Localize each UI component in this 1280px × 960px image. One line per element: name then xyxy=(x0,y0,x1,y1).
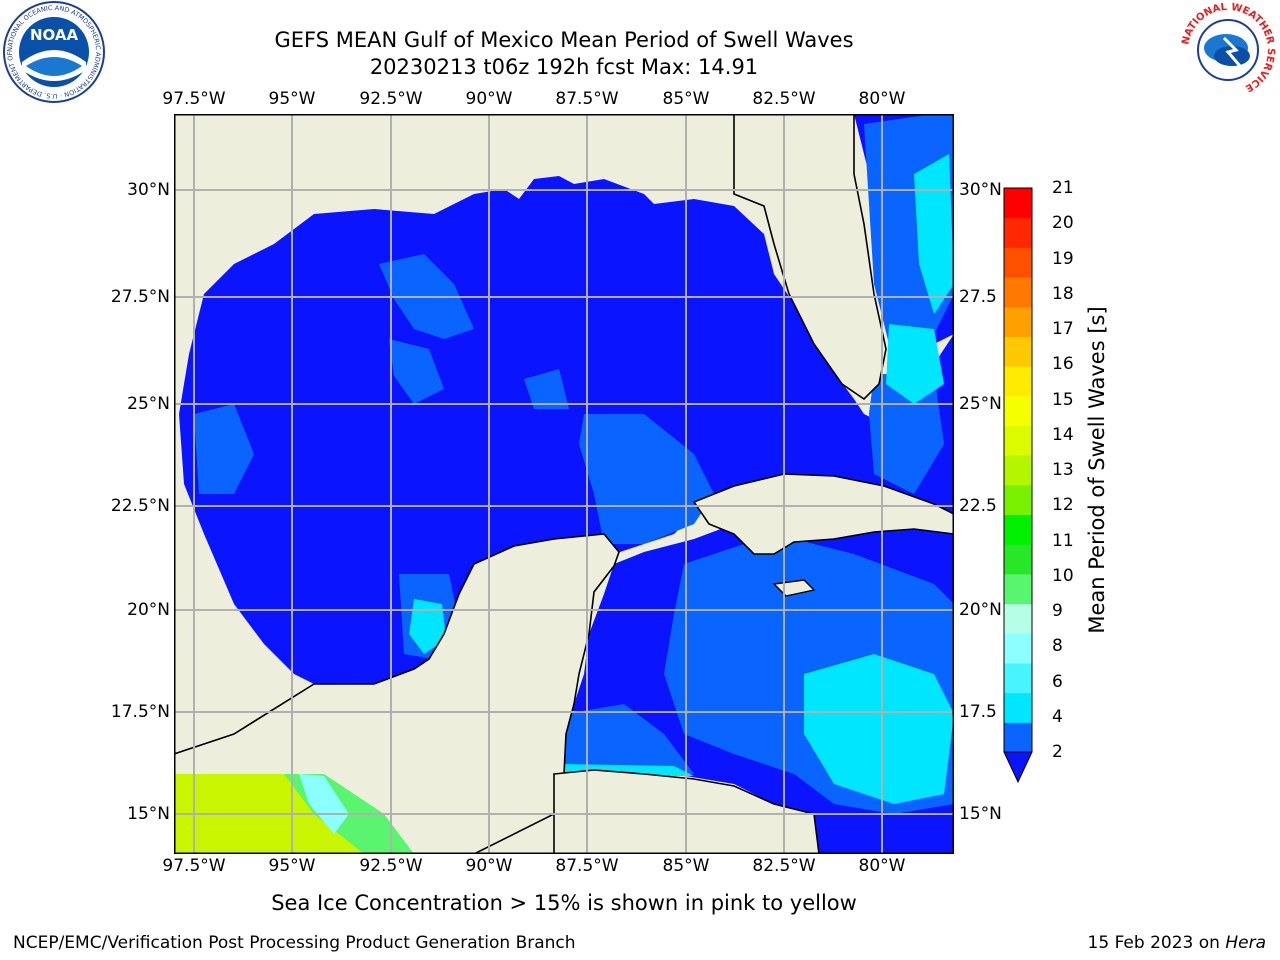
colorbar-segment xyxy=(1004,306,1032,337)
date-text: 15 Feb 2023 on Hera xyxy=(1088,933,1266,953)
colorbar-label: Mean Period of Swell Waves [s] xyxy=(1085,306,1109,634)
colorbar-segment xyxy=(1004,633,1032,664)
noaa-logo: NATIONAL OCEANIC AND ATMOSPHERIC ADMINIS… xyxy=(2,0,105,103)
map-gridlines xyxy=(174,114,954,854)
lon-tick-top: 97.5°W xyxy=(162,89,226,109)
noaa-logo-text: NOAA xyxy=(30,26,79,44)
title-line-1: GEFS MEAN Gulf of Mexico Mean Period of … xyxy=(274,28,854,52)
colorbar-tick-label: 21 xyxy=(1052,178,1074,198)
swell-patch xyxy=(579,414,714,544)
colorbar-segment xyxy=(1004,336,1032,367)
lon-tick-top: 85°W xyxy=(662,89,710,109)
colorbar-segment xyxy=(1004,366,1032,397)
gulf-water xyxy=(179,176,954,684)
swell-patch-cyan xyxy=(914,154,954,314)
colorbar-segment xyxy=(1004,514,1032,545)
colorbar-segment xyxy=(1004,722,1032,753)
colorbar-segment xyxy=(1004,425,1032,456)
swell-patch xyxy=(524,369,569,409)
colorbar-tick-label: 2 xyxy=(1052,742,1063,762)
lon-tick-top: 82.5°W xyxy=(752,89,816,109)
swell-patch-cyan xyxy=(409,599,446,654)
lat-tick-right: 30°N xyxy=(959,180,1002,200)
cuba-land xyxy=(692,473,954,555)
lat-tick-right: 25°N xyxy=(959,394,1002,414)
colorbar-frame xyxy=(1003,187,1033,753)
lon-tick-bottom: 97.5°W xyxy=(162,856,226,876)
colorbar-tick-label: 17 xyxy=(1052,319,1074,339)
colorbar-segment xyxy=(1004,188,1032,219)
swell-patch xyxy=(194,404,254,494)
credit-text: NCEP/EMC/Verification Post Processing Pr… xyxy=(13,933,576,953)
colorbar-tick-label: 19 xyxy=(1052,248,1074,269)
colorbar-segment xyxy=(1004,603,1032,634)
lat-tick-right: 22.5 xyxy=(959,496,997,516)
sea-ice-note: Sea Ice Concentration > 15% is shown in … xyxy=(271,891,857,915)
colorbar-tick-label: 18 xyxy=(1052,283,1074,304)
lon-tick-top: 92.5°W xyxy=(359,89,423,109)
lat-tick-left: 30°N xyxy=(127,180,170,200)
lat-tick-left: 27.5°N xyxy=(110,287,170,307)
colorbar-tick-label: 4 xyxy=(1052,706,1063,727)
colorbar-segment xyxy=(1004,573,1032,605)
colorbar-tick-label: 10 xyxy=(1052,565,1074,586)
lat-tick-left: 15°N xyxy=(127,804,170,824)
swell-patch-cyan xyxy=(886,324,944,404)
colorbar-tick-label: 6 xyxy=(1052,671,1063,692)
lon-tick-bottom: 82.5°W xyxy=(752,856,816,876)
colorbar-tick-label: 8 xyxy=(1052,636,1063,657)
colorbar-extend-arrow xyxy=(1003,751,1033,784)
colorbar-tick-label: 16 xyxy=(1052,354,1074,375)
colorbar-segment xyxy=(1004,217,1032,248)
lon-tick-bottom: 85°W xyxy=(662,856,710,876)
swell-patch xyxy=(564,704,694,774)
map-panel xyxy=(174,114,954,854)
lon-tick-bottom: 80°W xyxy=(858,856,906,876)
colorbar-segment xyxy=(1004,692,1032,723)
colorbar-tick-label: 13 xyxy=(1052,460,1074,480)
machine-name: Hera xyxy=(1225,933,1266,953)
lon-tick-top: 95°W xyxy=(268,89,316,109)
title-line-2: 20230213 t06z 192h fcst Max: 14.91 xyxy=(369,55,759,79)
lat-tick-right: 15°N xyxy=(959,804,1002,824)
lat-tick-right: 20°N xyxy=(959,600,1002,620)
sea-ice-cyan xyxy=(299,774,349,834)
colorbar-tick-label: 9 xyxy=(1052,601,1063,621)
colorbar-segment xyxy=(1004,277,1032,308)
colorbar-tick-label: 14 xyxy=(1052,424,1074,445)
colorbar-tick-label: 12 xyxy=(1052,495,1074,516)
lon-tick-bottom: 95°W xyxy=(268,856,316,876)
florida-land xyxy=(733,114,887,401)
lon-tick-top: 87.5°W xyxy=(555,89,619,109)
lat-tick-left: 25°N xyxy=(127,394,170,414)
colorbar-segment xyxy=(1004,544,1032,575)
colorbar-tick-label: 11 xyxy=(1052,530,1074,551)
colorbar-segment xyxy=(1004,247,1032,278)
colorbar-segment xyxy=(1004,455,1032,486)
lat-tick-right: 27.5 xyxy=(959,287,997,307)
swell-patch-cyan xyxy=(804,654,954,804)
lon-tick-top: 80°W xyxy=(858,89,906,109)
lat-tick-right: 17.5 xyxy=(959,702,997,722)
lon-tick-top: 90°W xyxy=(465,89,513,109)
lat-tick-left: 20°N xyxy=(127,600,170,620)
lon-tick-bottom: 90°W xyxy=(465,856,513,876)
colorbar-segment xyxy=(1004,662,1032,694)
lon-tick-bottom: 92.5°W xyxy=(359,856,423,876)
colorbar-tick-label: 20 xyxy=(1052,213,1074,234)
colorbar-segment xyxy=(1004,395,1032,426)
lon-tick-bottom: 87.5°W xyxy=(555,856,619,876)
nws-logo: NATIONAL WEATHER SERVICE xyxy=(1180,2,1276,98)
colorbar-tick-label: 15 xyxy=(1052,389,1074,410)
lat-tick-left: 22.5°N xyxy=(110,496,170,516)
colorbar xyxy=(1003,187,1033,784)
lat-tick-left: 17.5°N xyxy=(110,702,170,722)
swell-patch xyxy=(389,339,444,404)
colorbar-segment xyxy=(1004,484,1032,516)
date-prefix: 15 Feb 2023 on xyxy=(1087,933,1220,953)
